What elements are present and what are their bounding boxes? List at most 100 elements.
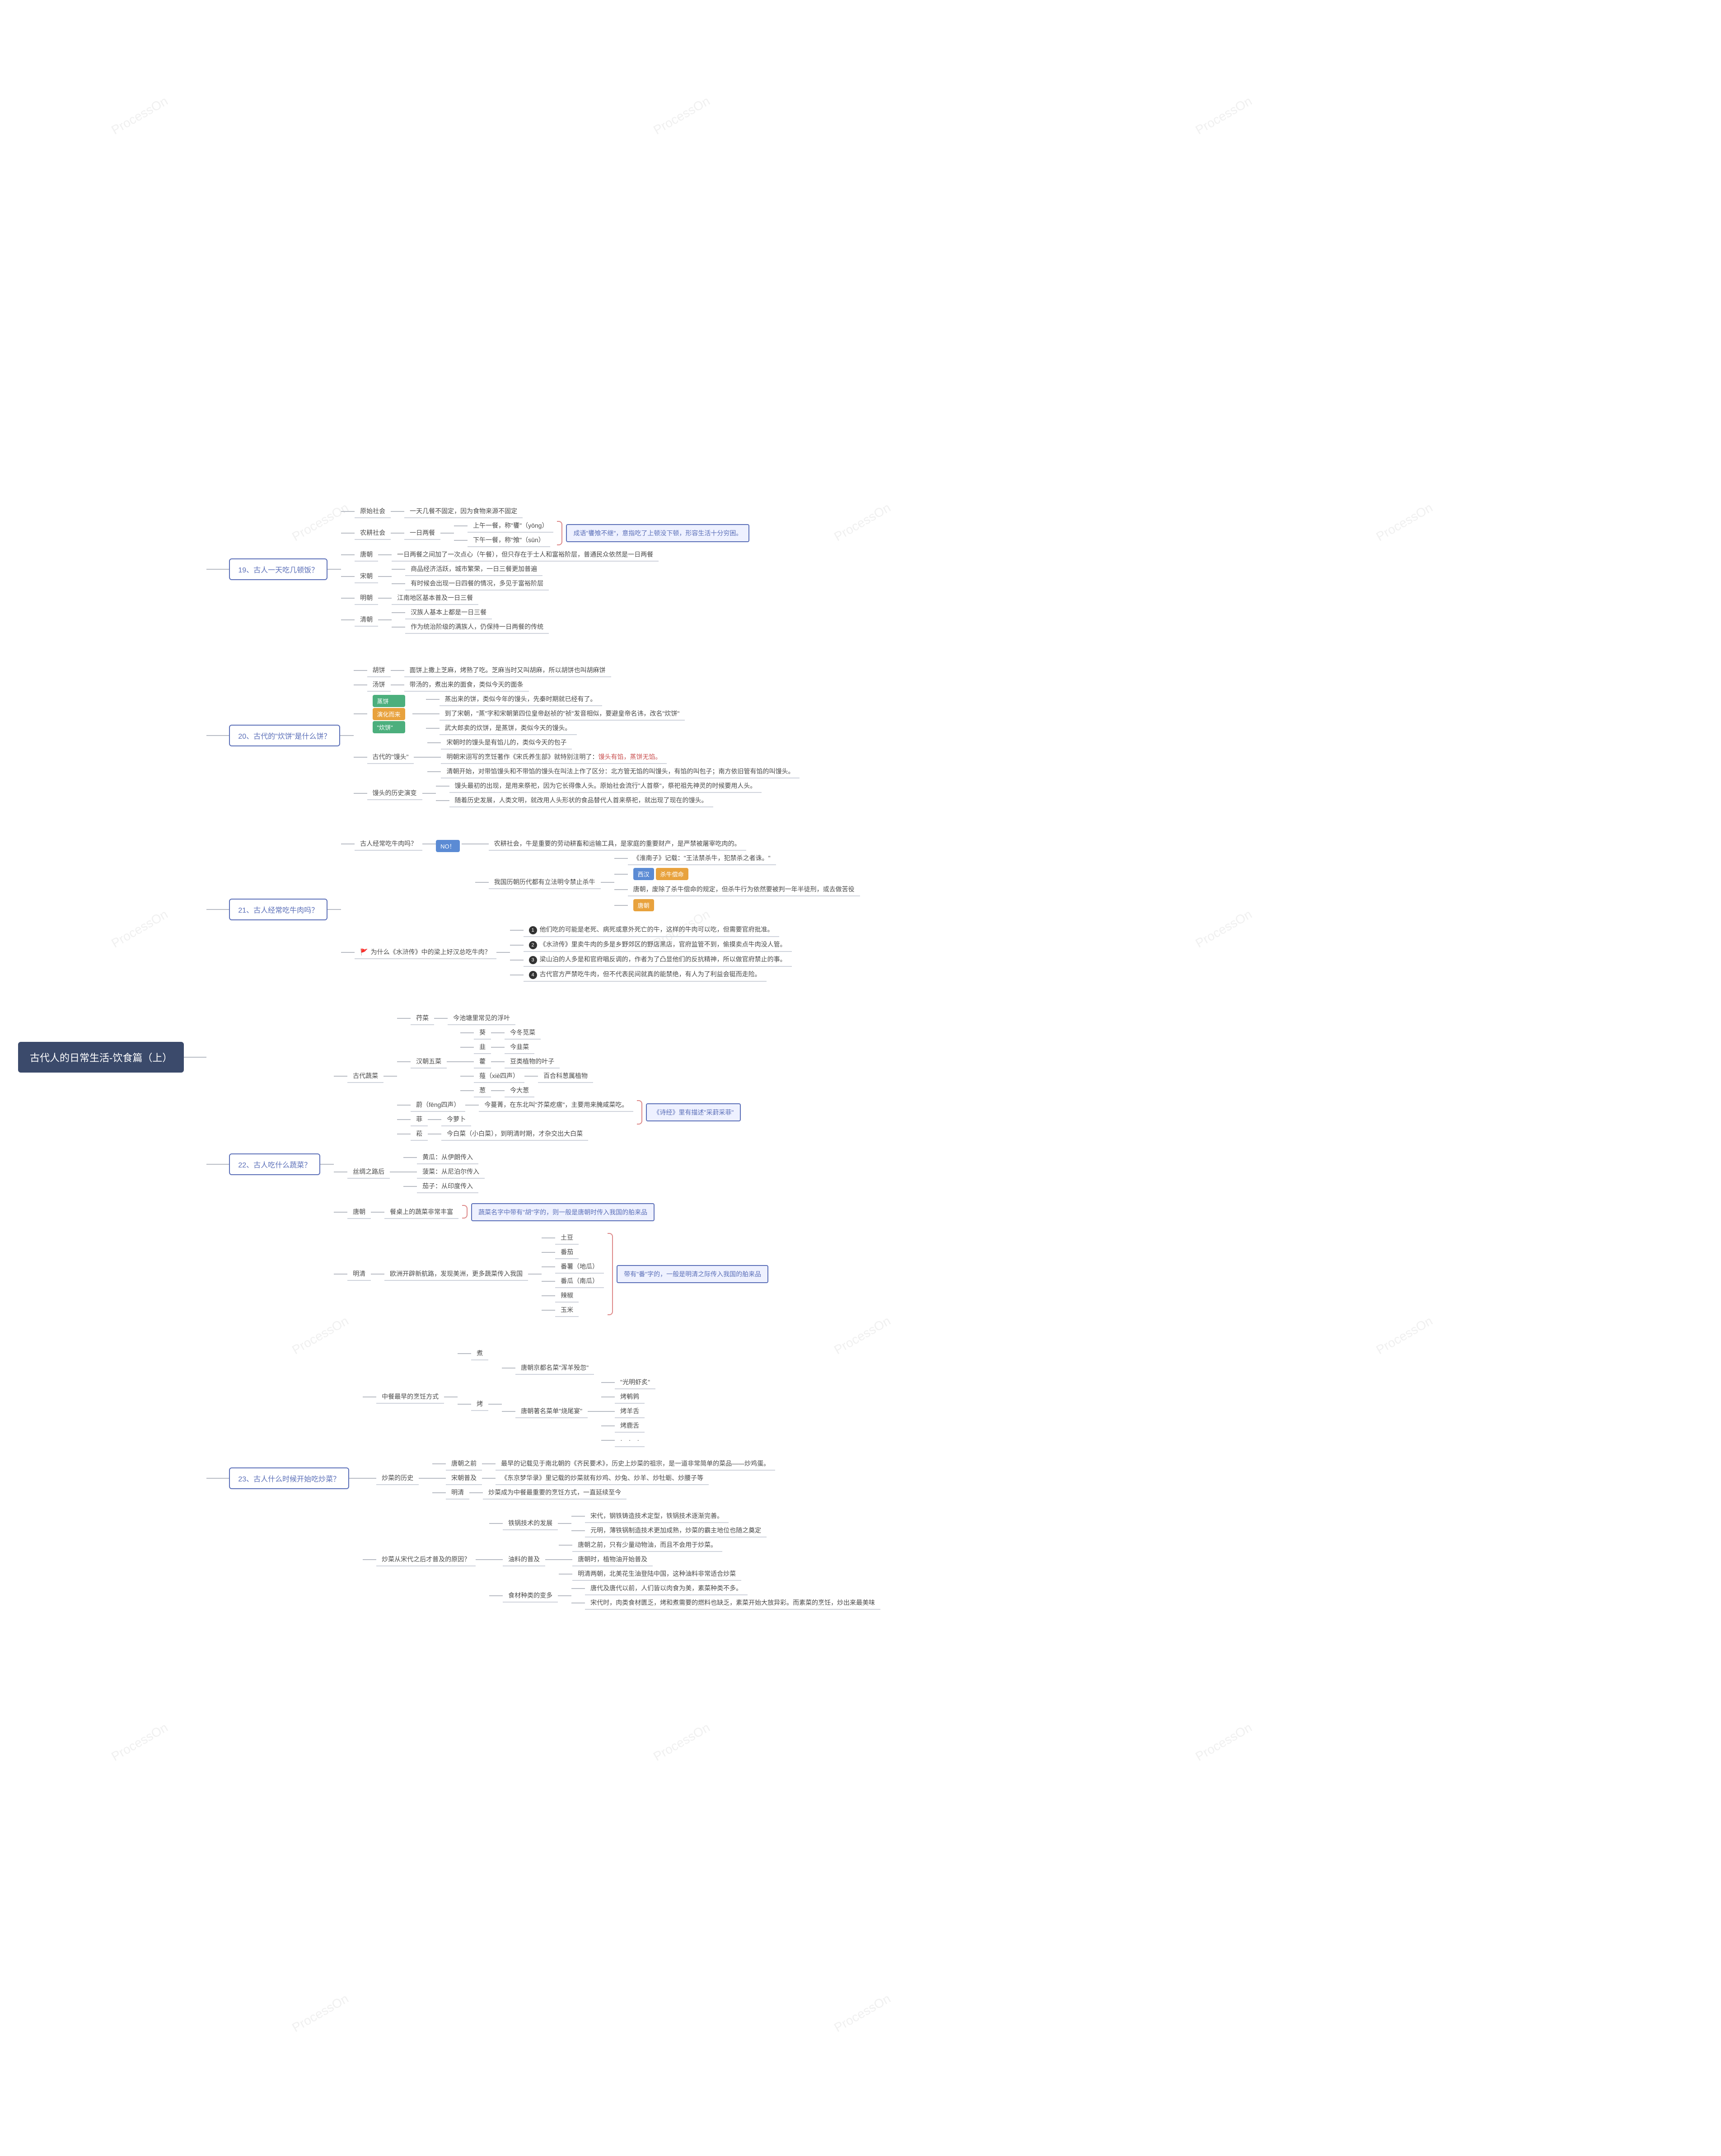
leaf-node[interactable]: 烤 xyxy=(471,1397,488,1411)
leaf-node[interactable]: 武大郎卖的炊饼，是蒸饼，类似今天的馒头。 xyxy=(440,722,577,735)
leaf-node[interactable]: 炒菜从宋代之后才普及的原因？ xyxy=(376,1553,476,1566)
leaf-node[interactable]: 番瓜（南瓜） xyxy=(555,1275,604,1288)
leaf-node[interactable]: 《东京梦华录》里记载的炒菜就有炒鸡、炒兔、炒羊、炒牡蛎、炒腰子等 xyxy=(496,1472,709,1485)
leaf-node[interactable]: 明清 xyxy=(446,1486,469,1500)
leaf-node[interactable]: 清朝开始，对带馅馒头和不带馅的馒头在叫法上作了区分：北方管无馅的叫馒头，有馅的叫… xyxy=(441,765,800,778)
leaf-node[interactable]: 食材种类的变多 xyxy=(503,1589,558,1603)
leaf-node[interactable]: 2《水浒传》里卖牛肉的多是乡野郊区的野店黑店，官府监管不到，偷摸卖点牛肉没人管。 xyxy=(524,938,792,952)
leaf-node[interactable]: 丝绸之路后 xyxy=(347,1165,390,1179)
leaf-node[interactable]: 馒头最初的出现，是用来祭祀，因为它长得像人头。原始社会流行"人首祭"，祭祀祖先神… xyxy=(449,779,762,793)
leaf-node[interactable]: 唐代及唐代以前，人们皆以肉食为美，素菜种类不多。 xyxy=(585,1582,748,1595)
leaf-node[interactable]: 胡饼 xyxy=(367,664,391,677)
leaf-node[interactable]: 明朝 xyxy=(355,591,378,605)
leaf-node[interactable]: 菘 xyxy=(411,1127,428,1141)
leaf-node[interactable]: 随着历史发展，人类文明，就改用人头形状的食品替代人首来祭祀，就出现了现在的馒头。 xyxy=(449,794,713,807)
leaf-node[interactable]: 唐朝著名菜单"烧尾宴" xyxy=(515,1405,588,1418)
leaf-node[interactable]: 古人经常吃牛肉吗？ xyxy=(355,837,422,851)
leaf-node[interactable]: 烤鹿舌 xyxy=(615,1419,645,1433)
leaf-node[interactable]: 带汤的，煮出来的面食，类似今天的面条 xyxy=(404,678,529,692)
leaf-node[interactable]: 宋朝普及 xyxy=(446,1472,482,1485)
leaf-node[interactable]: 炒菜成为中餐最重要的烹饪方式，一直延续至今 xyxy=(483,1486,627,1500)
leaf-node[interactable]: 中餐最早的烹饪方式 xyxy=(376,1390,444,1404)
leaf-node[interactable]: 上午一餐，称"饔"（yōng） xyxy=(468,519,553,533)
leaf-node[interactable]: 餐桌上的蔬菜非常丰富 xyxy=(384,1205,458,1219)
leaf-node[interactable]: 明朝宋诩写的烹饪著作《宋氏养生部》就特别注明了：馒头有馅，蒸饼无馅。 xyxy=(441,750,667,764)
leaf-node[interactable]: 今蔓菁，在东北叫"芥菜疙瘩"，主要用来腌咸菜吃。 xyxy=(479,1098,633,1112)
topic-node[interactable]: 21、古人经常吃牛肉吗？ xyxy=(229,899,327,920)
leaf-node[interactable]: 商品经济活跃，城市繁荣，一日三餐更加普遍 xyxy=(405,562,542,576)
leaf-node[interactable]: 古代的"馒头" xyxy=(367,750,414,764)
leaf-node[interactable]: 烤羊舌 xyxy=(615,1405,645,1418)
leaf-node[interactable]: 馒头的历史演变 xyxy=(367,787,422,800)
callout-node[interactable]: 带有"番"字的，一般是明清之际传入我国的舶来品 xyxy=(617,1265,768,1283)
leaf-node[interactable]: 唐朝之前 xyxy=(446,1457,482,1471)
topic-node[interactable]: 23、古人什么时候开始吃炒菜？ xyxy=(229,1467,349,1489)
leaf-node[interactable]: 一日两餐之间加了一次点心（午餐），但只存在于士人和富裕阶层，普通民众依然是一日两… xyxy=(392,548,659,562)
leaf-node[interactable]: 宋代时，肉类食材匮乏，烤和煮需要的燃料也缺乏，素菜开始大放异彩。而素菜的烹饪，炒… xyxy=(585,1596,880,1610)
leaf-node[interactable]: 油料的普及 xyxy=(503,1553,545,1566)
leaf-node[interactable]: 1他们吃的可能是老死、病死或意外死亡的牛，这样的牛肉可以吃，但需要官府批准。 xyxy=(524,923,779,937)
callout-node[interactable]: 《诗经》里有描述"采葑采菲" xyxy=(646,1103,741,1121)
leaf-node[interactable]: 葱 xyxy=(474,1084,491,1097)
leaf-node[interactable]: 汤饼 xyxy=(367,678,391,692)
leaf-node[interactable]: 今冬苋菜 xyxy=(505,1026,541,1040)
leaf-node[interactable]: 江南地区基本普及一日三餐 xyxy=(392,591,478,605)
leaf-node[interactable]: 菠菜：从尼泊尔传入 xyxy=(417,1165,485,1179)
leaf-node[interactable]: 薤（xiè四声） xyxy=(474,1069,524,1083)
leaf-node[interactable]: 黄瓜：从伊朗传入 xyxy=(417,1151,478,1164)
leaf-node[interactable]: 唐朝京都名菜"浑羊殁忽" xyxy=(515,1361,594,1375)
leaf-node[interactable]: 唐朝 xyxy=(355,548,378,562)
leaf-node[interactable]: 今萝卜 xyxy=(441,1113,471,1126)
leaf-node[interactable]: 番茄 xyxy=(555,1246,579,1259)
leaf-node[interactable]: 番薯（地瓜） xyxy=(555,1260,604,1274)
leaf-node[interactable]: 韭 xyxy=(474,1041,491,1054)
leaf-node[interactable]: 元明，薄铁锅制造技术更加成熟，炒菜的霸主地位也随之奠定 xyxy=(585,1524,767,1537)
leaf-node[interactable]: 蔚（fēng四声） xyxy=(411,1098,465,1112)
leaf-node[interactable]: 豆类植物的叶子 xyxy=(505,1055,560,1069)
leaf-node[interactable]: 今韭菜 xyxy=(505,1041,534,1054)
leaf-node[interactable]: 欧洲开辟新航路，发现美洲，更多蔬菜传入我国 xyxy=(384,1267,528,1281)
leaf-node[interactable]: 菲 xyxy=(411,1113,428,1126)
leaf-node[interactable]: 宋朝 xyxy=(355,570,378,583)
leaf-node[interactable]: 唐朝 xyxy=(347,1205,371,1219)
leaf-node[interactable]: 玉米 xyxy=(555,1303,579,1317)
leaf-node[interactable]: 原始社会 xyxy=(355,505,391,518)
leaf-node[interactable]: 4古代官方严禁吃牛肉，但不代表民间就真的能禁绝，有人为了利益会铤而走险。 xyxy=(524,968,767,982)
leaf-node[interactable]: 煮 xyxy=(471,1347,488,1360)
leaf-node[interactable]: 今白菜（小白菜），到明清时期，才杂交出大白菜 xyxy=(441,1127,588,1141)
leaf-node[interactable]: 茄子：从印度传入 xyxy=(417,1180,478,1193)
leaf-node[interactable]: 炒菜的历史 xyxy=(376,1472,419,1485)
leaf-node[interactable]: 宋代，钢铁铸造技术定型，铁锅技术逐渐完善。 xyxy=(585,1509,729,1523)
leaf-node[interactable]: "光明虾炙" xyxy=(615,1376,655,1389)
leaf-node[interactable]: 百合科葱属植物 xyxy=(538,1069,593,1083)
leaf-node[interactable]: 农耕社会 xyxy=(355,526,391,540)
leaf-node[interactable]: 汉朝五菜 xyxy=(411,1055,447,1069)
leaf-node[interactable]: 3梁山泊的人多是和官府唱反调的，作者为了凸显他们的反抗精神，所以做官府禁止的事。 xyxy=(524,953,792,967)
leaf-node[interactable]: 🚩为什么《水浒传》中的梁上好汉总吃牛肉？ xyxy=(355,946,496,959)
leaf-node[interactable]: 古代蔬菜 xyxy=(347,1069,383,1083)
tag-stack[interactable]: 蒸饼 演化而来 "炊饼" xyxy=(367,693,412,735)
leaf-node[interactable]: 藿 xyxy=(474,1055,491,1069)
topic-node[interactable]: 20、古代的"炊饼"是什么饼？ xyxy=(229,725,340,746)
leaf-node[interactable]: 葵 xyxy=(474,1026,491,1040)
leaf-node[interactable]: 宋朝时的馒头是有馅儿的，类似今天的包子 xyxy=(441,736,572,750)
leaf-node[interactable]: 今池塘里常见的浮叶 xyxy=(448,1012,515,1025)
leaf-node[interactable]: · · · xyxy=(615,1434,645,1447)
leaf-node[interactable]: 荇菜 xyxy=(411,1012,434,1025)
callout-node[interactable]: 成语"饔飧不继"，意指吃了上顿没下顿，形容生活十分穷困。 xyxy=(566,524,749,542)
leaf-node[interactable]: 铁锅技术的发展 xyxy=(503,1517,558,1530)
leaf-node[interactable]: 唐朝时，植物油开始普及 xyxy=(572,1553,653,1566)
leaf-node[interactable]: 汉族人基本上都是一日三餐 xyxy=(405,606,492,619)
leaf-node[interactable]: 下午一餐，称"飧"（sūn） xyxy=(468,534,550,547)
leaf-node[interactable]: 面饼上撒上芝麻，烤熟了吃。芝麻当时又叫胡麻，所以胡饼也叫胡麻饼 xyxy=(404,664,611,677)
callout-node[interactable]: 蔬菜名字中带有"胡"字的，则一般是唐朝时传入我国的舶来品 xyxy=(471,1203,655,1221)
leaf-node[interactable]: 一日两餐 xyxy=(404,526,440,540)
leaf-node[interactable]: 唐朝之前，只有少量动物油，而且不会用于炒菜。 xyxy=(572,1538,722,1552)
leaf-node[interactable]: 蒸出来的饼，类似今年的馒头，先秦时期就已经有了。 xyxy=(440,693,602,706)
leaf-node[interactable]: 最早的记载见于南北朝的《齐民要术》，历史上炒菜的祖宗，是一道非常简单的菜品——炒… xyxy=(496,1457,775,1471)
leaf-node[interactable]: 作为统治阶级的满族人，仍保持一日两餐的传统 xyxy=(405,620,549,634)
leaf-node[interactable]: 烤鹌鹑 xyxy=(615,1390,645,1404)
leaf-node[interactable]: 《淮南子》记载："王法禁杀牛，犯禁杀之者诛。" xyxy=(628,852,776,865)
leaf-node[interactable]: 到了宋朝，"蒸"字和宋朝第四位皇帝赵祯的"祯"发音相似，要避皇帝名讳，改名"炊饼… xyxy=(440,707,685,721)
leaf-node[interactable]: 一天几餐不固定，因为食物来源不固定 xyxy=(404,505,523,518)
